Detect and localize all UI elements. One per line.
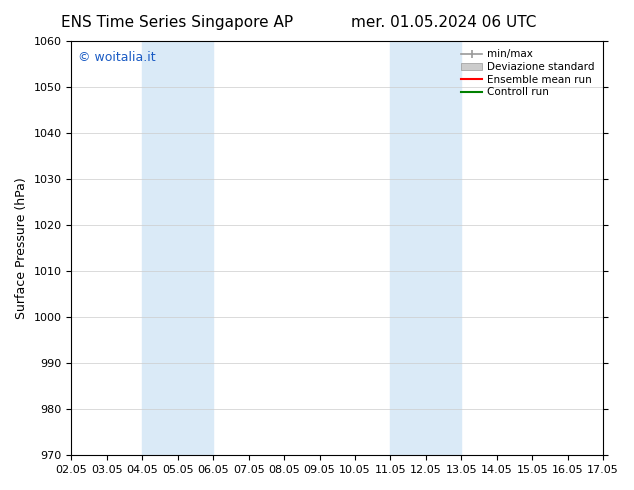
Text: © woitalia.it: © woitalia.it <box>78 51 155 64</box>
Bar <box>391 41 462 455</box>
Y-axis label: Surface Pressure (hPa): Surface Pressure (hPa) <box>15 177 28 319</box>
Bar <box>142 41 213 455</box>
Text: mer. 01.05.2024 06 UTC: mer. 01.05.2024 06 UTC <box>351 15 536 30</box>
Text: ENS Time Series Singapore AP: ENS Time Series Singapore AP <box>61 15 294 30</box>
Legend: min/max, Deviazione standard, Ensemble mean run, Controll run: min/max, Deviazione standard, Ensemble m… <box>458 46 598 100</box>
